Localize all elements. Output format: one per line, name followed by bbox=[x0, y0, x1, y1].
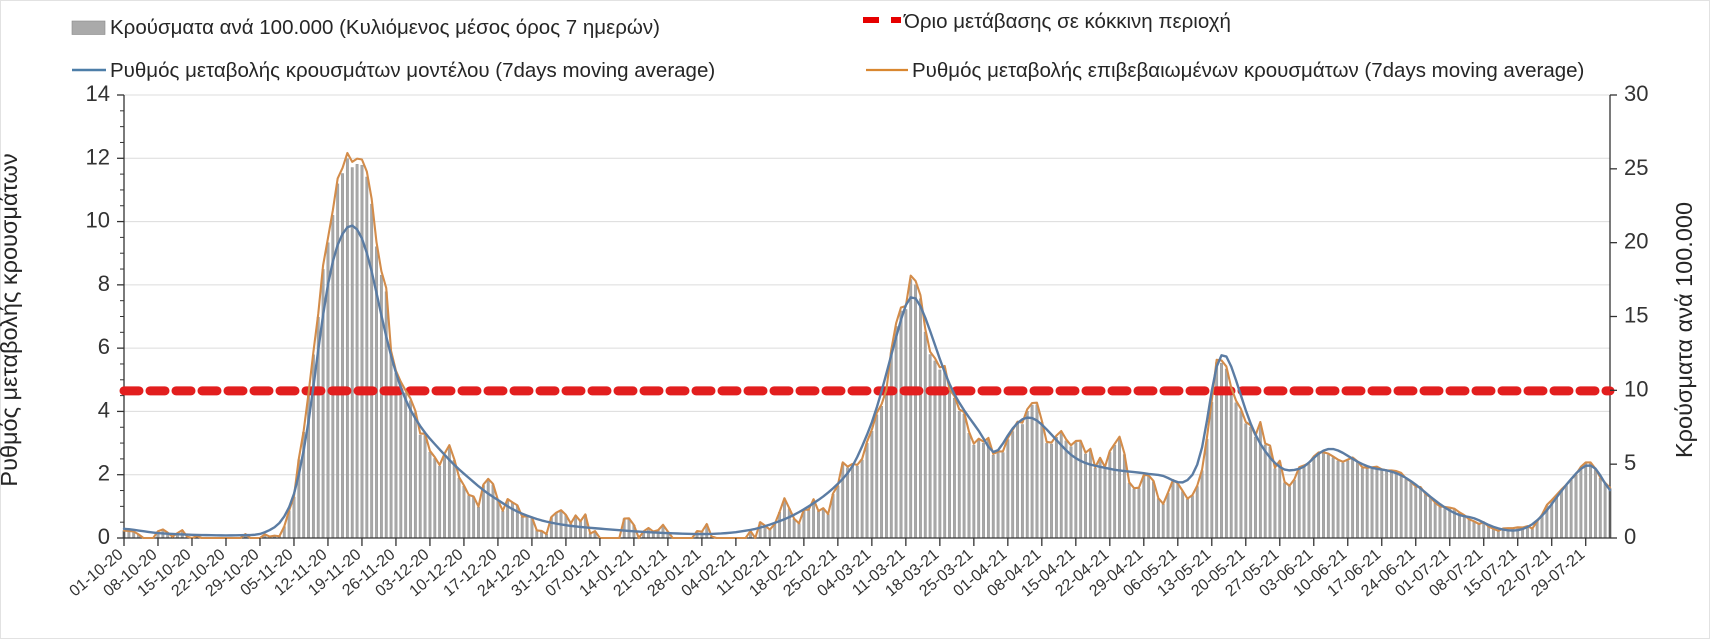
svg-text:0: 0 bbox=[1624, 524, 1636, 549]
svg-text:Κρούσματα ανά 100.000: Κρούσματα ανά 100.000 bbox=[1671, 202, 1697, 458]
svg-text:20: 20 bbox=[1624, 229, 1648, 254]
svg-text:25: 25 bbox=[1624, 155, 1648, 180]
svg-text:4: 4 bbox=[98, 397, 110, 422]
svg-text:10: 10 bbox=[1624, 376, 1648, 401]
svg-text:5: 5 bbox=[1624, 450, 1636, 475]
svg-text:0: 0 bbox=[98, 524, 110, 549]
svg-text:30: 30 bbox=[1624, 81, 1648, 106]
svg-text:12: 12 bbox=[86, 144, 110, 169]
svg-text:Ρυθμός μεταβολής κρουσμάτων: Ρυθμός μεταβολής κρουσμάτων bbox=[0, 153, 22, 486]
svg-text:10: 10 bbox=[86, 208, 110, 233]
svg-text:8: 8 bbox=[98, 271, 110, 296]
svg-text:15: 15 bbox=[1624, 303, 1648, 328]
svg-text:6: 6 bbox=[98, 334, 110, 359]
svg-text:14: 14 bbox=[86, 81, 110, 106]
svg-text:2: 2 bbox=[98, 461, 110, 486]
